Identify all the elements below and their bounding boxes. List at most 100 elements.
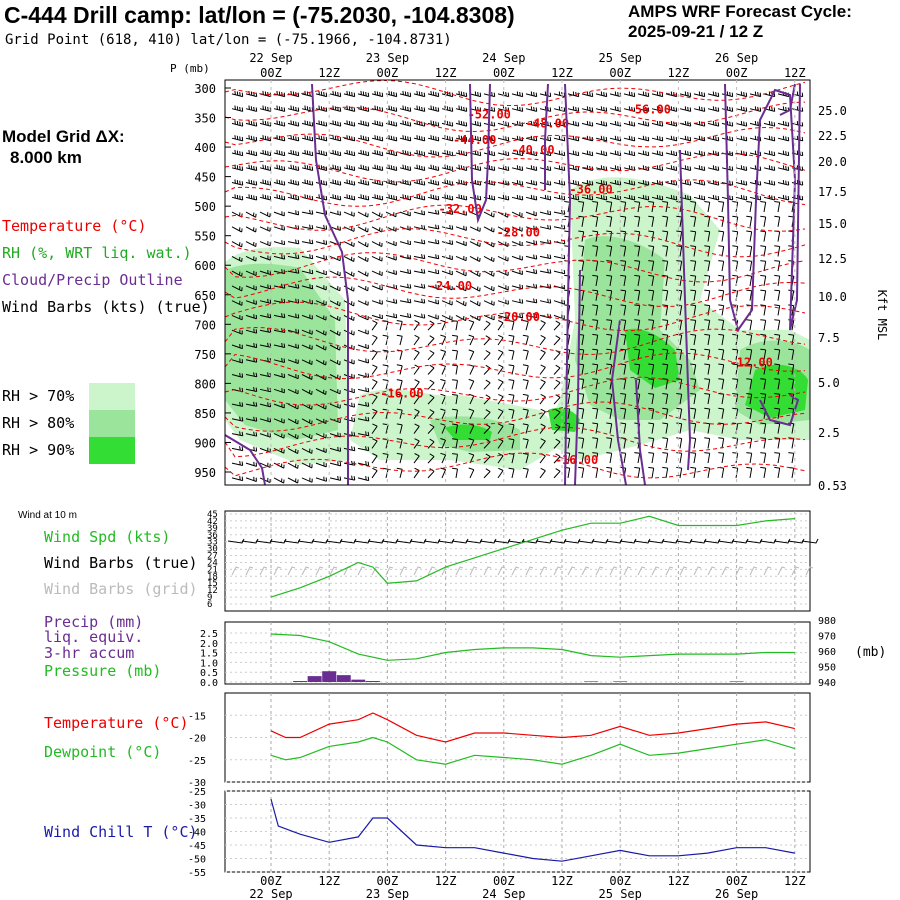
wind-barb bbox=[774, 319, 781, 331]
wind-barb bbox=[497, 285, 509, 291]
wind-barb bbox=[511, 241, 523, 247]
wind-barb bbox=[231, 270, 243, 277]
wind-barb bbox=[231, 90, 244, 98]
height-tick: 20.0 bbox=[818, 155, 847, 169]
wind-barb bbox=[553, 299, 565, 305]
wind-barb bbox=[760, 466, 767, 478]
wind-barb bbox=[648, 452, 655, 464]
wind-barb bbox=[578, 215, 585, 227]
wind-barb bbox=[371, 255, 383, 262]
wind-barb bbox=[287, 254, 300, 260]
grid-wind-barb bbox=[413, 566, 422, 576]
wind-barb bbox=[413, 438, 420, 449]
grid-wind-barb bbox=[693, 566, 702, 576]
wind-barb bbox=[483, 285, 495, 292]
wind-barb bbox=[452, 364, 458, 375]
wind-barb bbox=[259, 269, 271, 275]
wind-barb bbox=[651, 165, 664, 171]
temperature-label: -20.00 bbox=[497, 310, 540, 324]
wind-barb bbox=[441, 105, 454, 112]
wind-barb bbox=[343, 90, 356, 98]
true-wind-barb bbox=[465, 538, 483, 544]
wind-barb bbox=[469, 241, 481, 247]
wind-barb bbox=[301, 374, 313, 380]
height-tick: 7.5 bbox=[818, 331, 840, 345]
wind-barb bbox=[693, 150, 706, 157]
wind-barb bbox=[690, 215, 697, 227]
wind-barb bbox=[567, 91, 580, 98]
wind-barb bbox=[609, 120, 622, 127]
wind-barb bbox=[525, 240, 538, 246]
wind-barb bbox=[539, 298, 552, 304]
wind-barb bbox=[606, 437, 613, 449]
grid-wind-barb bbox=[637, 566, 646, 576]
wind-barb bbox=[693, 194, 706, 201]
height-tick: 15.0 bbox=[818, 217, 847, 231]
wind-barb bbox=[483, 423, 491, 434]
wind-barb bbox=[287, 477, 299, 484]
wind-barb bbox=[385, 211, 397, 218]
wind-barb bbox=[592, 452, 599, 464]
wind-barb bbox=[676, 437, 683, 449]
wind-barb bbox=[760, 393, 767, 405]
wind-barb bbox=[273, 240, 286, 246]
grid-wind-barb bbox=[651, 566, 660, 576]
grid-wind-barb bbox=[315, 566, 324, 576]
wind-barb bbox=[329, 300, 341, 307]
wind-barb bbox=[539, 393, 546, 405]
wind-barb bbox=[679, 91, 692, 98]
grid-wind-barb bbox=[679, 566, 688, 576]
windchill-tick: -40 bbox=[188, 828, 206, 839]
wind-barb bbox=[595, 194, 608, 201]
wind-barb bbox=[704, 393, 711, 405]
wind-barb bbox=[707, 180, 720, 186]
wind-barb bbox=[539, 254, 552, 260]
wind-barb bbox=[483, 300, 495, 306]
bottom-date-label: 24 Sep bbox=[482, 887, 525, 900]
wind-barb bbox=[245, 179, 258, 186]
windchill-tick: -30 bbox=[188, 801, 206, 812]
wind-barb bbox=[634, 289, 641, 301]
grid-wind-barb bbox=[749, 566, 758, 576]
wind-barb bbox=[396, 408, 403, 419]
wind-barb bbox=[637, 120, 650, 127]
wind-barb bbox=[315, 388, 327, 395]
wind-barb bbox=[315, 149, 328, 157]
wind-barb bbox=[440, 438, 447, 449]
wind-barb bbox=[483, 335, 491, 346]
wind-barb bbox=[497, 408, 504, 420]
wind-barb bbox=[399, 164, 412, 171]
wind-barb bbox=[662, 363, 669, 375]
wind-barb bbox=[553, 209, 566, 215]
wind-speed-tick: 18 bbox=[207, 572, 218, 582]
wind-barb bbox=[620, 319, 627, 331]
wind-barb bbox=[578, 393, 585, 405]
wind-barb bbox=[690, 348, 697, 360]
legend-wind-speed: Wind Spd (kts) bbox=[44, 528, 171, 546]
wind-barb bbox=[245, 372, 258, 378]
wind-barb bbox=[592, 437, 599, 449]
wind-barb bbox=[315, 359, 327, 366]
wind-barb bbox=[648, 289, 655, 301]
temperature-contour bbox=[224, 228, 806, 258]
wind-barb bbox=[357, 90, 370, 98]
wind-barb bbox=[634, 378, 641, 390]
wind-barb bbox=[777, 150, 790, 157]
wind-barb bbox=[735, 106, 748, 112]
precip-tick: 1.5 bbox=[200, 649, 218, 660]
temperature-contour bbox=[224, 101, 806, 133]
true-wind-barb bbox=[605, 538, 623, 544]
wind-barb bbox=[539, 349, 546, 361]
wind-barb bbox=[301, 329, 313, 335]
wind-barb bbox=[760, 437, 767, 449]
wind-barb bbox=[746, 260, 753, 272]
wind-speed-line bbox=[270, 515, 795, 598]
wind-barb bbox=[511, 226, 523, 232]
true-wind-barb bbox=[633, 538, 651, 544]
wind-barb bbox=[427, 179, 440, 186]
wind-barb bbox=[763, 91, 776, 98]
wind-barb bbox=[746, 348, 753, 360]
wind-barb bbox=[511, 284, 524, 290]
wind-barb bbox=[637, 165, 650, 171]
grid-wind-barb bbox=[777, 566, 786, 576]
